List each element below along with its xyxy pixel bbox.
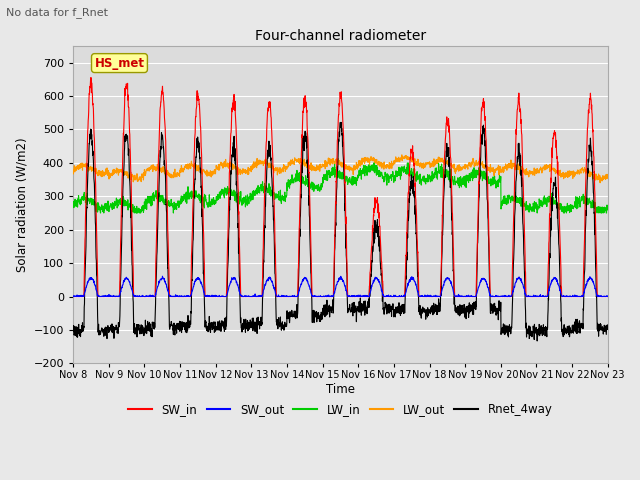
Y-axis label: Solar radiation (W/m2): Solar radiation (W/m2) — [15, 137, 28, 272]
Legend: SW_in, SW_out, LW_in, LW_out, Rnet_4way: SW_in, SW_out, LW_in, LW_out, Rnet_4way — [124, 398, 557, 421]
Text: No data for f_Rnet: No data for f_Rnet — [6, 7, 108, 18]
Title: Four-channel radiometer: Four-channel radiometer — [255, 29, 426, 43]
Text: HS_met: HS_met — [95, 57, 145, 70]
X-axis label: Time: Time — [326, 383, 355, 396]
